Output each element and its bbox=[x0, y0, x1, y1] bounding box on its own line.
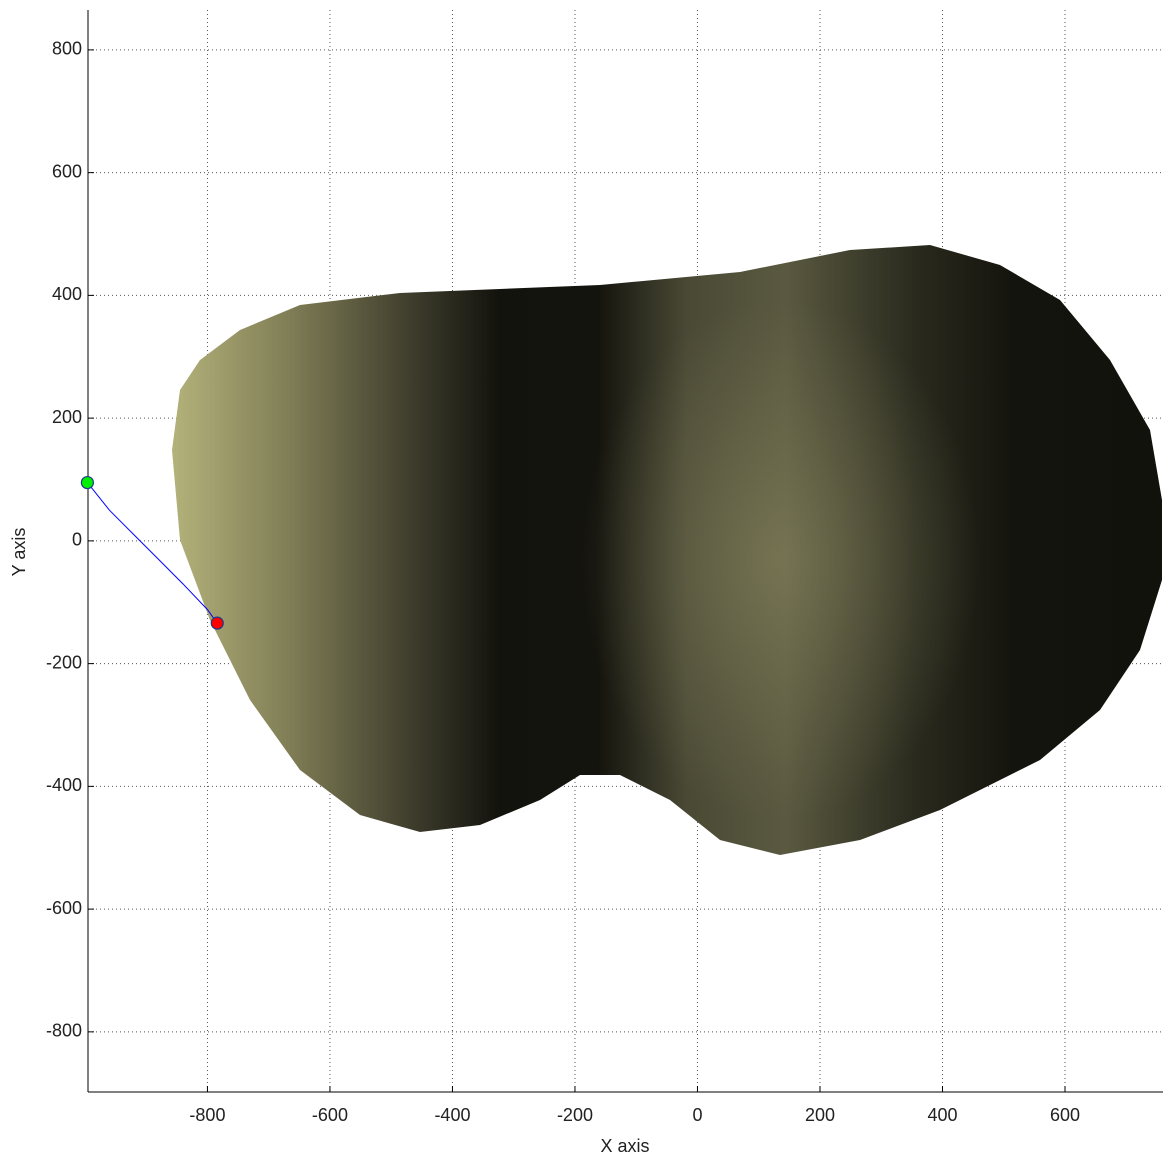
x-tick-label: 0 bbox=[692, 1105, 702, 1125]
y-tick-label: 200 bbox=[52, 407, 82, 427]
x-tick-label: -200 bbox=[557, 1105, 593, 1125]
shading bbox=[580, 300, 980, 820]
y-tick-label: 800 bbox=[52, 39, 82, 59]
y-tick-label: -400 bbox=[46, 775, 82, 795]
x-axis-label: X axis bbox=[600, 1136, 649, 1156]
trajectory-line bbox=[86, 482, 218, 624]
y-tick-label: 0 bbox=[72, 530, 82, 550]
x-tick-label: -600 bbox=[312, 1105, 348, 1125]
x-tick-label: -800 bbox=[189, 1105, 225, 1125]
y-tick-label: 400 bbox=[52, 284, 82, 304]
y-axis-label: Y axis bbox=[9, 528, 29, 577]
y-tick-label: -200 bbox=[46, 652, 82, 672]
y-tick-label: -600 bbox=[46, 898, 82, 918]
x-tick-label: 600 bbox=[1050, 1105, 1080, 1125]
x-tick-label: 400 bbox=[927, 1105, 957, 1125]
trajectory-point bbox=[80, 475, 94, 490]
trajectory-point bbox=[210, 616, 224, 630]
x-tick-label: -400 bbox=[434, 1105, 470, 1125]
y-tick-label: 600 bbox=[52, 161, 82, 181]
marks bbox=[80, 475, 224, 630]
x-tick-label: 200 bbox=[805, 1105, 835, 1125]
y-tick-label: -800 bbox=[46, 1021, 82, 1041]
